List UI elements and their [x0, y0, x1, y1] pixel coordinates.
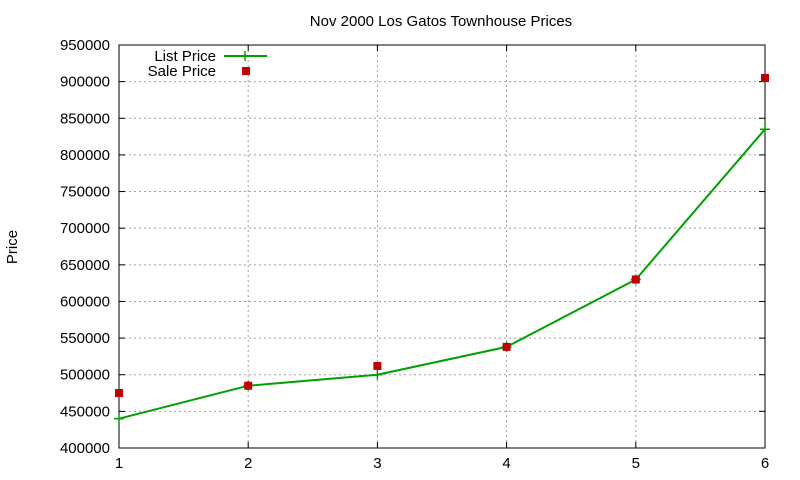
x-tick-label: 6 [761, 455, 769, 472]
y-tick-label: 950000 [60, 37, 110, 54]
y-tick-label: 550000 [60, 330, 110, 347]
chart-title: Nov 2000 Los Gatos Townhouse Prices [310, 13, 572, 30]
x-tick-label: 4 [502, 455, 510, 472]
data-point-list-price [114, 413, 124, 424]
data-point-list-price [760, 124, 770, 135]
y-tick-label: 650000 [60, 257, 110, 274]
y-tick-label: 850000 [60, 110, 110, 127]
y-tick-label: 700000 [60, 220, 110, 237]
y-axis-label: Price [4, 230, 21, 264]
data-point-list-price [372, 369, 383, 380]
y-tick-label: 750000 [60, 184, 110, 201]
y-tick-label: 800000 [60, 147, 110, 164]
data-point-sale-price [373, 361, 382, 370]
y-tick-label: 900000 [60, 74, 110, 91]
legend-swatch-marker [242, 67, 250, 75]
data-point-sale-price [761, 73, 769, 82]
legend-label: List Price [154, 48, 216, 65]
grid [119, 45, 765, 448]
x-tick-label: 2 [244, 455, 252, 472]
data-point-sale-price [244, 381, 253, 390]
y-tick-label: 500000 [60, 367, 110, 384]
legend-swatch-marker [240, 51, 250, 61]
y-tick-label: 450000 [60, 403, 110, 420]
x-tick-label: 1 [115, 455, 123, 472]
data-point-sale-price [115, 389, 123, 398]
legend-label: Sale Price [148, 63, 216, 80]
series-line-list-price [118, 128, 766, 420]
data-point-sale-price [502, 342, 511, 351]
plot-frame [118, 44, 766, 449]
data-point-sale-price [631, 275, 640, 284]
x-tick-label: 5 [632, 455, 640, 472]
y-tick-label: 400000 [60, 440, 110, 457]
y-tick-label: 600000 [60, 293, 110, 310]
series-layer [114, 73, 770, 424]
x-tick-label: 3 [373, 455, 381, 472]
y-axis-ticks: 400000 450000 500000 550000 600000 650000 7000… [60, 37, 765, 457]
x-axis-ticks: 1 2 3 4 5 6 [115, 45, 769, 472]
